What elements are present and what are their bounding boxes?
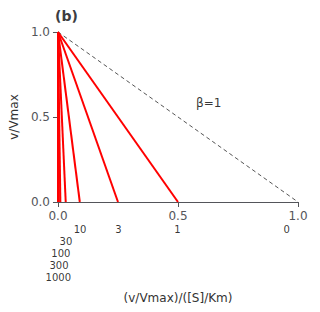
- svg-text:1000: 1000: [46, 272, 71, 283]
- svg-text:1.0: 1.0: [31, 25, 50, 39]
- svg-text:(v/Vmax)/([S]/Km): (v/Vmax)/([S]/Km): [124, 291, 233, 305]
- svg-text:1: 1: [174, 224, 180, 235]
- svg-text:3: 3: [115, 224, 121, 235]
- svg-text:0.0: 0.0: [31, 195, 50, 209]
- svg-text:β=1: β=1: [196, 96, 221, 110]
- svg-text:0: 0: [284, 224, 290, 235]
- svg-text:v/Vmax: v/Vmax: [7, 94, 21, 140]
- svg-text:0.5: 0.5: [31, 110, 50, 124]
- svg-text:0.0: 0.0: [48, 209, 67, 223]
- svg-text:1.0: 1.0: [288, 209, 307, 223]
- svg-text:0.5: 0.5: [168, 209, 187, 223]
- svg-text:300: 300: [49, 260, 68, 271]
- svg-text:30: 30: [60, 236, 73, 247]
- svg-text:(b): (b): [55, 8, 78, 24]
- svg-text:10: 10: [74, 224, 87, 235]
- svg-text:100: 100: [51, 248, 70, 259]
